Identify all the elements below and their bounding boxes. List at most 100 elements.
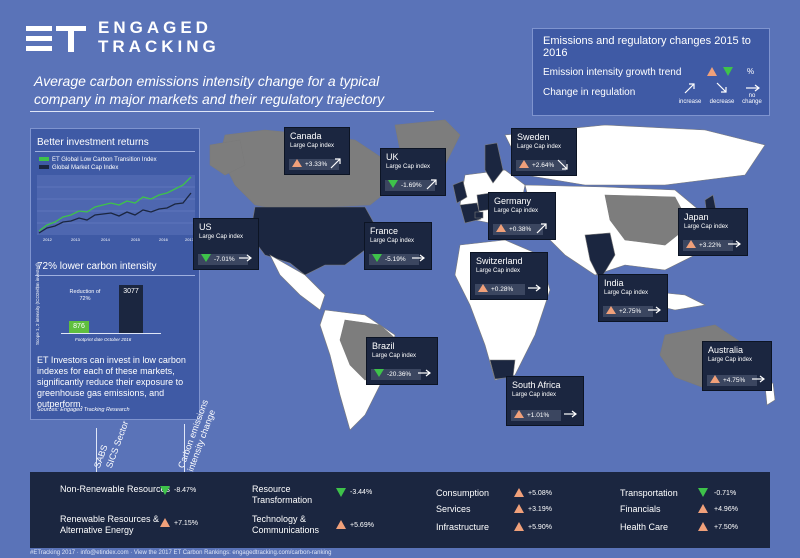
sector-renewable-value: +7.15% [174,520,198,527]
up-triangle-icon [698,522,708,531]
down-triangle-icon [372,254,382,262]
card-uk: UK Large Cap index -1.69% [380,148,446,196]
card-switzerland: Switzerland Large Cap index +0.28% [470,252,548,300]
card-brazil: Brazil Large Cap index -20.36% [366,337,438,385]
series2-swatch [39,165,49,170]
card-australia-name: Australia [708,345,744,355]
down-triangle-icon [388,180,398,188]
card-france-name: France [370,226,399,236]
card-uk-value: -1.69% [401,182,422,189]
up-triangle-icon [478,284,488,292]
card-france-sub: Large Cap index [370,238,415,244]
sector-financials-value: +4.96% [714,506,738,513]
legend-regulation-label: Change in regulation [543,87,636,98]
legend-increase: increase [678,99,702,105]
card-canada: Canada Large Cap index +3.33% [284,127,350,175]
card-brazil-name: Brazil [372,341,395,351]
arrow-increase-icon [684,83,695,94]
sector-technology-value: +5.69% [350,522,374,529]
uk-shape [452,180,468,204]
down-triangle-icon [336,488,346,497]
down-triangle-icon [723,67,733,76]
sics-label: SICS Sector [104,419,131,470]
legend-no-change: no change [742,93,762,105]
card-uk-sub: Large Cap index [386,164,431,170]
card-south-africa-value: +1.01% [527,412,550,419]
card-south-africa-valbox [511,410,561,421]
arrow-increase-icon [426,179,437,190]
percent-symbol: % [747,67,755,76]
card-india: India Large Cap index +2.75% [598,274,668,322]
china-shape [604,194,691,246]
card-australia: Australia Large Cap index +4.75% [702,341,772,391]
x-tick-3: 2015 [131,237,141,242]
lower-intensity-title: 72% lower carbon intensity [37,261,157,272]
up-triangle-icon [698,504,708,513]
brand-name: ENGAGED TRACKING [98,18,220,56]
card-japan: Japan Large Cap index +3.22% [678,208,748,256]
series1-label: ET Global Low Carbon Transition Index [52,157,157,163]
legend-decrease: decrease [709,99,735,105]
card-south-africa: South Africa Large Cap index +1.01% [506,376,584,426]
card-switzerland-valbox [475,284,525,295]
card-us-sub: Large Cap index [199,234,244,240]
sector-technology: Technology & Communications [252,514,320,535]
bar-high: 3077 [119,285,143,333]
page-title: Average carbon emissions intensity chang… [34,73,385,107]
card-germany-sub: Large Cap index [494,208,539,214]
legend-title: Emissions and regulatory changes 2015 to… [543,35,751,59]
up-triangle-icon [710,375,720,383]
card-brazil-sub: Large Cap index [372,353,417,359]
series2-legend: Global Market Cap Index [39,165,118,171]
arrow-increase-icon [536,223,547,234]
card-germany-valbox [493,224,543,235]
card-canada-valbox [289,159,339,170]
sector-transportation: Transportation [620,488,678,498]
down-triangle-icon [201,254,211,262]
card-canada-sub: Large Cap index [290,143,335,149]
carbon-rule [184,424,185,472]
down-triangle-icon [374,369,384,377]
card-uk-valbox [385,180,435,191]
card-sweden: Sweden Large Cap index +2.64% [511,128,577,176]
sector-infrastructure-value: +5.90% [528,524,552,531]
card-switzerland-sub: Large Cap index [476,268,521,274]
sector-services: Services [436,504,471,514]
x-tick-5: 2017 [185,237,195,242]
bar-y-axis-label: Scope 1, 2 intensity (tCO2e/$m invested) [35,263,45,347]
card-sweden-value: +2.64% [532,162,555,169]
arrow-no-change-icon [239,254,252,262]
card-japan-value: +3.22% [699,242,722,249]
usa-shape [249,206,376,276]
sidebar-source: Sources: Engaged Tracking Research [37,407,130,413]
up-triangle-icon [519,160,529,168]
card-india-name: India [604,278,624,288]
card-india-value: +2.75% [619,308,642,315]
series1-swatch [39,157,49,162]
card-uk-name: UK [386,152,399,162]
card-japan-valbox [683,240,733,251]
brand-line-1: ENGAGED [98,18,212,37]
series1-line [38,176,192,232]
card-australia-sub: Large Cap index [708,357,753,363]
sweden-shape [484,142,504,184]
sector-resource-transformation-value: -3.44% [350,489,373,496]
sector-panel: Non-Renewable Resources -8.47% Renewable… [30,472,770,548]
arrow-no-change-icon [564,410,577,418]
sector-infrastructure: Infrastructure [436,522,490,532]
sector-non-renewable: Non-Renewable Resources [60,484,171,494]
x-tick-2: 2014 [101,237,111,242]
et-logo-icon [26,26,86,52]
footer-text: #ETracking 2017 · info@etindex.com · Vie… [30,550,332,556]
card-switzerland-name: Switzerland [476,256,523,266]
brand-line-2: TRACKING [98,37,220,56]
series2-label: Global Market Cap Index [52,165,119,171]
sector-consumption-value: +5.08% [528,490,552,497]
sector-transportation-value: -0.71% [714,490,737,497]
india-shape [584,232,616,281]
card-us-name: US [199,222,212,232]
up-triangle-icon [292,159,302,167]
sector-non-renewable-value: -8.47% [174,487,197,494]
up-triangle-icon [514,504,524,513]
x-tick-1: 2013 [71,237,81,242]
